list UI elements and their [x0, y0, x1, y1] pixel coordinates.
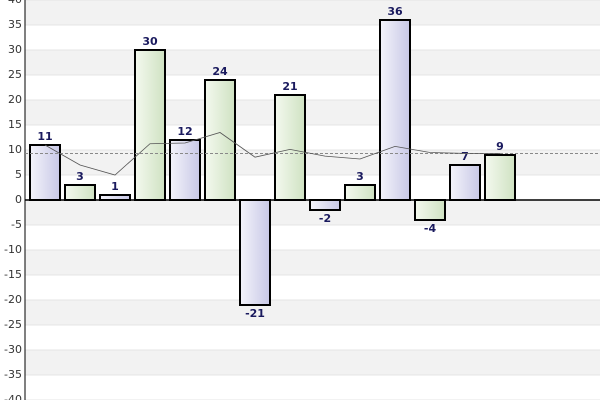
bar [309, 199, 341, 211]
value-label: 11 [37, 130, 52, 143]
bar [344, 184, 376, 201]
y-tick-label: -20 [4, 293, 22, 306]
y-tick-label: -40 [4, 393, 22, 400]
value-label: 30 [142, 35, 158, 48]
grid-band [25, 250, 600, 275]
y-tick-label: -30 [4, 343, 22, 356]
y-tick-label: 0 [15, 193, 22, 206]
y-tick-label: -10 [4, 243, 22, 256]
bar [484, 154, 516, 201]
bar [169, 139, 201, 201]
grid-band [25, 0, 600, 25]
grid-band [25, 50, 600, 75]
bar [134, 49, 166, 201]
y-tick-label: 5 [15, 168, 22, 181]
y-tick-label: 10 [8, 143, 22, 156]
y-tick-label: 20 [8, 93, 22, 106]
grid-band [25, 300, 600, 325]
value-label: 9 [496, 140, 504, 153]
grid-band [25, 350, 600, 375]
value-label: -4 [424, 222, 437, 235]
y-tick-label: 40 [8, 0, 22, 6]
y-tick-label: -15 [4, 268, 22, 281]
y-tick-label: 35 [8, 18, 22, 31]
y-tick-label: -35 [4, 368, 22, 381]
value-label: -21 [245, 307, 265, 320]
value-label: -2 [319, 212, 331, 225]
bar [449, 164, 481, 201]
value-label: 24 [212, 65, 228, 78]
value-label: 3 [76, 170, 84, 183]
value-label: 1 [111, 180, 119, 193]
value-label: 3 [356, 170, 364, 183]
value-label: 21 [282, 80, 297, 93]
bar [239, 199, 271, 306]
bar [379, 19, 411, 201]
y-tick-label: 30 [8, 43, 22, 56]
y-tick-label: -25 [4, 318, 22, 331]
y-tick-label: 15 [8, 118, 22, 131]
value-label: 7 [461, 150, 469, 163]
value-label: 12 [177, 125, 192, 138]
y-tick-label: -5 [11, 218, 22, 231]
bar [414, 199, 446, 221]
y-tick-label: 25 [8, 68, 22, 81]
bar [64, 184, 96, 201]
trend-line [44, 132, 501, 176]
grid-band [25, 100, 600, 125]
value-label: 36 [387, 5, 403, 18]
bar [274, 94, 306, 201]
